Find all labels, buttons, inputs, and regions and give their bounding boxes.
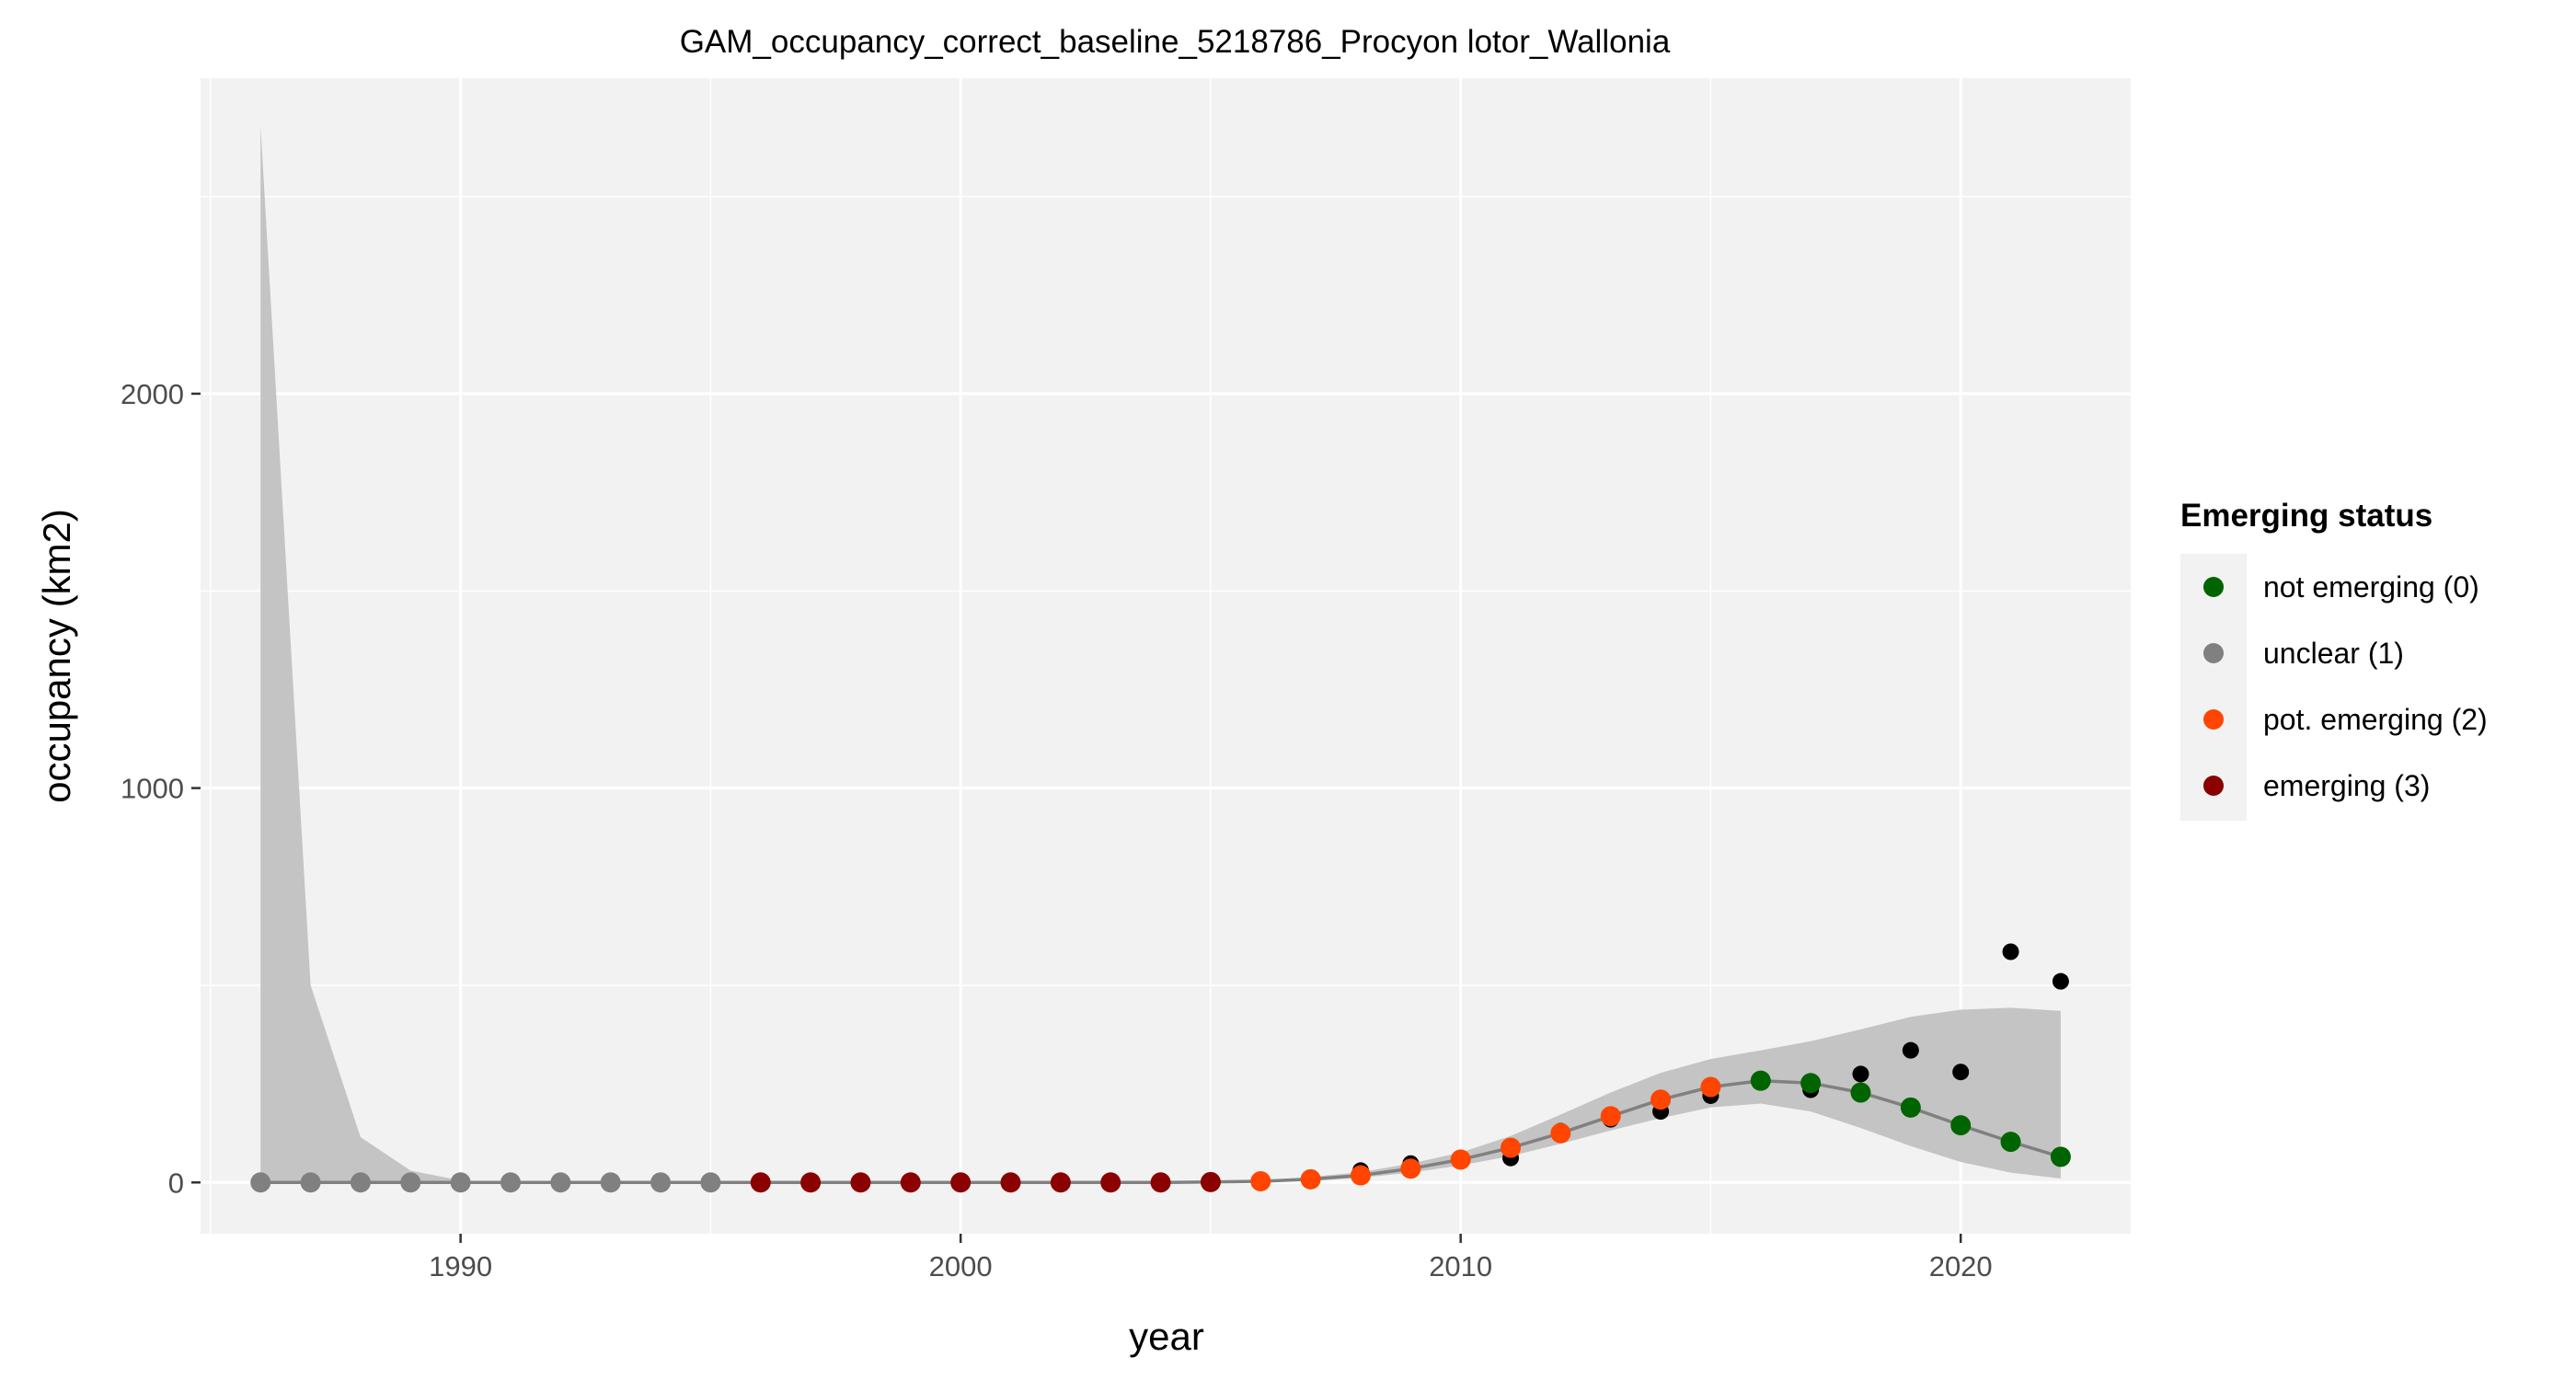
legend-title: Emerging status — [2180, 498, 2432, 534]
x-tick-label: 2010 — [1429, 1250, 1492, 1282]
fitted-status-point — [1700, 1076, 1721, 1098]
legend-key — [2203, 709, 2224, 730]
fitted-status-point — [250, 1172, 271, 1193]
fitted-status-point — [600, 1172, 621, 1193]
fitted-status-point — [1800, 1073, 1822, 1094]
fitted-status-points — [250, 1070, 2071, 1193]
y-axis: 0 1000 2000 — [121, 378, 201, 1199]
fitted-status-point — [1900, 1097, 1921, 1118]
fitted-status-point — [900, 1172, 921, 1193]
legend-key — [2203, 643, 2224, 663]
fitted-status-point — [500, 1172, 521, 1193]
fitted-status-point — [750, 1172, 771, 1193]
y-tick-label: 1000 — [121, 773, 184, 805]
fitted-status-point — [1100, 1172, 1121, 1193]
fitted-status-point — [1300, 1168, 1321, 1190]
fitted-status-point — [300, 1172, 321, 1193]
fitted-status-point — [950, 1172, 972, 1193]
confidence-ribbon — [260, 125, 2061, 1183]
chart-title: GAM_occupancy_correct_baseline_5218786_P… — [680, 24, 1671, 60]
fitted-status-point — [650, 1172, 672, 1193]
x-axis: 1990 2000 2010 2020 — [429, 1234, 1993, 1282]
fitted-status-point — [850, 1172, 871, 1193]
observed-point — [2002, 943, 2019, 960]
x-axis-title: year — [1129, 1315, 1204, 1358]
x-tick-label: 2000 — [929, 1250, 993, 1282]
fitted-status-point — [700, 1172, 721, 1193]
fitted-status-point — [1150, 1172, 1171, 1193]
fitted-status-point — [1501, 1137, 1522, 1158]
legend-label: unclear (1) — [2263, 637, 2404, 670]
observed-point — [1852, 1065, 1869, 1083]
y-axis-title: occupancy (km2) — [35, 509, 78, 803]
fitted-status-point — [1000, 1172, 1021, 1193]
legend-label: pot. emerging (2) — [2263, 703, 2488, 736]
confidence-ribbon-layer — [260, 125, 2061, 1183]
fitted-status-point — [2050, 1146, 2071, 1167]
legend-label: not emerging (0) — [2263, 570, 2479, 604]
fitted-status-point — [1650, 1089, 1672, 1110]
legend-key — [2203, 577, 2224, 597]
fitted-status-point — [1750, 1070, 1771, 1091]
legend: Emerging status not emerging (0) unclear … — [2180, 498, 2488, 821]
fitted-status-point — [800, 1172, 822, 1193]
y-tick-label: 0 — [168, 1167, 184, 1199]
plot-panel — [201, 78, 2131, 1234]
minor-gridlines — [201, 78, 2131, 1234]
fitted-status-point — [1950, 1115, 1972, 1136]
legend-key — [2203, 776, 2224, 796]
observed-point — [1902, 1041, 1919, 1059]
fitted-status-point — [1450, 1149, 1471, 1170]
fitted-status-point — [450, 1172, 471, 1193]
x-tick-label: 1990 — [429, 1250, 492, 1282]
fitted-status-point — [550, 1172, 571, 1193]
fitted-status-point — [1350, 1165, 1371, 1186]
fitted-status-point — [1400, 1158, 1421, 1179]
x-tick-label: 2020 — [1929, 1250, 1993, 1282]
fitted-status-point — [400, 1172, 421, 1193]
observed-point — [1952, 1064, 1970, 1081]
observed-point — [2052, 972, 2069, 990]
fitted-status-point — [1850, 1082, 1871, 1103]
fitted-status-point — [1550, 1122, 1571, 1144]
fitted-status-point — [1250, 1170, 1271, 1191]
legend-entries: not emerging (0) unclear (1) pot. emerging… — [2203, 570, 2488, 802]
fitted-status-point — [2000, 1132, 2021, 1153]
legend-label: emerging (3) — [2263, 769, 2430, 802]
fitted-status-point — [350, 1172, 371, 1193]
fitted-status-point — [1600, 1106, 1621, 1127]
fitted-status-point — [1200, 1171, 1221, 1192]
y-tick-label: 2000 — [121, 378, 184, 410]
fitted-status-point — [1050, 1172, 1071, 1193]
